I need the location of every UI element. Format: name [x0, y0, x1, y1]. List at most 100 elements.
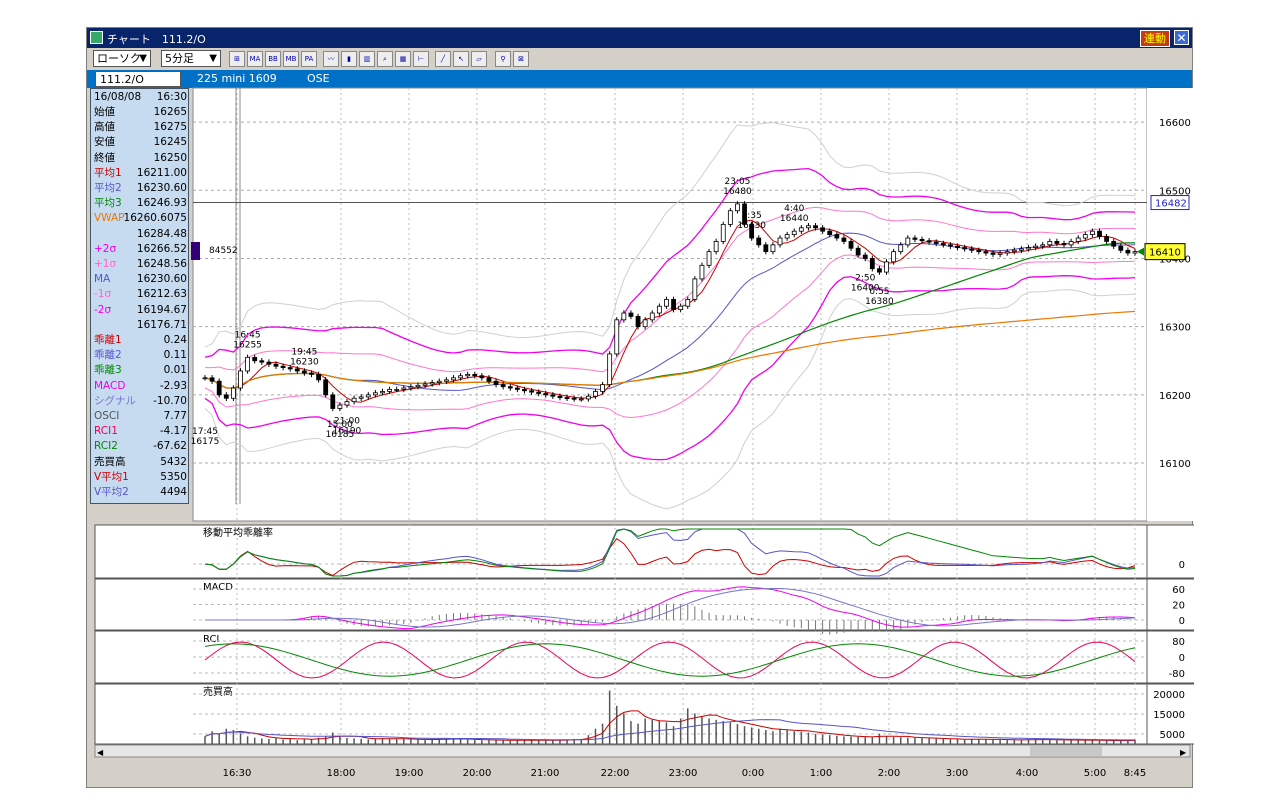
tree-icon[interactable]: ⊞ — [229, 51, 245, 67]
panel-y-tick: 20 — [1172, 601, 1185, 612]
info-value: 4494 — [160, 486, 187, 498]
close-icon[interactable]: ✕ — [1174, 30, 1189, 45]
info-value: 16265 — [153, 106, 187, 118]
panel-y-tick: 15000 — [1153, 710, 1185, 721]
average1-line — [204, 219, 1136, 403]
cursor-marker — [191, 242, 200, 260]
candle-body — [756, 237, 762, 246]
info-value: 16211.00 — [136, 166, 187, 179]
candle-icon[interactable]: ▮ — [341, 51, 357, 67]
info-label: シグナル — [94, 394, 136, 407]
candle-body — [898, 244, 904, 253]
candle-body — [344, 401, 350, 406]
x-tick-label: 4:00 — [1016, 768, 1038, 779]
candle-body — [656, 305, 662, 314]
candle-body — [997, 252, 1003, 255]
bb-button[interactable]: BB — [265, 51, 281, 67]
info-row: RCI1 -4.17 — [94, 424, 187, 439]
candle-body — [415, 384, 421, 388]
info-row: -1σ 16212.63 — [94, 287, 187, 302]
info-value: 16260.6075 — [123, 212, 187, 225]
candle-body — [848, 241, 854, 249]
candle-body — [948, 244, 953, 247]
candle-body — [1132, 251, 1138, 254]
zoom-icon[interactable]: ⌕ — [377, 51, 393, 67]
main-plot-area — [192, 87, 1148, 522]
candle-body — [827, 230, 833, 236]
clear-icon[interactable]: ⊠ — [513, 51, 529, 67]
vwap-line — [204, 310, 1136, 389]
price-chart[interactable]: ◀ ▶ 16100 16200 16300 16400 16500 16600 16:30 18:… — [87, 28, 1194, 789]
candle-body — [1118, 245, 1124, 251]
info-value: 0.11 — [163, 349, 187, 362]
info-value: 16284.48 — [136, 227, 187, 240]
candle-body — [266, 361, 272, 365]
annotation-time: 1:35 — [742, 211, 762, 221]
candle-body — [543, 393, 549, 396]
candle-body — [564, 397, 570, 399]
mb-button[interactable]: MB — [283, 51, 299, 67]
info-label: 終値 — [94, 151, 115, 164]
panel-y-tick: 0 — [1179, 616, 1185, 627]
candle-body — [742, 203, 747, 225]
chart-app-icon — [90, 31, 103, 44]
search-icon[interactable]: ⚲ — [495, 51, 511, 67]
info-label: RCI2 — [94, 440, 118, 453]
candle-body — [869, 258, 875, 270]
info-row: シグナル -10.70 — [94, 394, 187, 409]
info-date: 16/08/08 — [94, 91, 142, 103]
info-value: 5432 — [160, 455, 187, 468]
info-label: 平均3 — [94, 197, 122, 210]
candle-body — [862, 254, 868, 259]
settings-icon[interactable]: ⊢ — [413, 51, 429, 67]
candle-body — [841, 237, 847, 242]
candle-body — [479, 375, 485, 379]
candle-body — [635, 316, 641, 328]
info-value: 16275 — [153, 121, 187, 134]
info-value: 16176.71 — [136, 318, 187, 331]
candle-body — [252, 356, 258, 362]
draw-line-icon[interactable]: ╱ — [435, 51, 451, 67]
info-value: -2.93 — [159, 379, 187, 392]
eraser-icon[interactable]: ▱ — [471, 51, 487, 67]
link-button[interactable]: 連動 — [1140, 30, 1170, 47]
info-row: MACD -2.93 — [94, 379, 187, 394]
cursor-icon[interactable]: ↖ — [453, 51, 469, 67]
interval-select[interactable]: 5分足 ▼ — [161, 50, 221, 67]
info-row: 乖離2 0.11 — [94, 348, 187, 363]
info-row: 平均1 16211.00 — [94, 166, 187, 181]
ma-button[interactable]: MA — [247, 51, 263, 67]
grid-icon[interactable]: ▦ — [395, 51, 411, 67]
candle-body — [1068, 241, 1074, 246]
info-row: 16284.48 — [94, 227, 187, 242]
info-row: 高値 16275 — [94, 120, 187, 135]
info-label: 平均1 — [94, 166, 122, 179]
toolbar: ローソク ▼ 5分足 ▼ ⊞ MA BB MB PA 〰 ▮ ▥ ⌕ ▦ ⊢ ╱ ↖… — [87, 48, 1192, 70]
candle-body — [316, 373, 321, 381]
symbol-name: 225 mini 1609 — [197, 72, 277, 85]
signal-line — [205, 588, 1136, 628]
annotation-price: 16380 — [865, 297, 894, 307]
candle-body — [394, 388, 400, 391]
candle-body — [472, 373, 478, 377]
info-value: 16194.67 — [136, 303, 187, 316]
candle-body — [557, 395, 563, 398]
candle-body — [926, 240, 932, 243]
candle-body — [727, 210, 733, 225]
line-icon[interactable]: 〰 — [323, 51, 339, 67]
candle-body — [230, 387, 236, 399]
annotation-price: 16440 — [780, 214, 809, 224]
annotation-price: 16255 — [233, 340, 262, 350]
pa-button[interactable]: PA — [301, 51, 317, 67]
info-value: 16245 — [153, 136, 187, 149]
info-value: 16230.60 — [136, 273, 187, 286]
candle-body — [983, 251, 989, 254]
code-field[interactable]: 111.2/O — [95, 71, 181, 87]
candle-body — [578, 398, 584, 401]
volume-icon[interactable]: ▥ — [359, 51, 375, 67]
chart-type-select[interactable]: ローソク ▼ — [93, 50, 151, 67]
candle-body — [912, 237, 918, 240]
info-label: 乖離2 — [94, 349, 122, 362]
candle-body — [678, 305, 684, 311]
candle-body — [642, 319, 648, 328]
